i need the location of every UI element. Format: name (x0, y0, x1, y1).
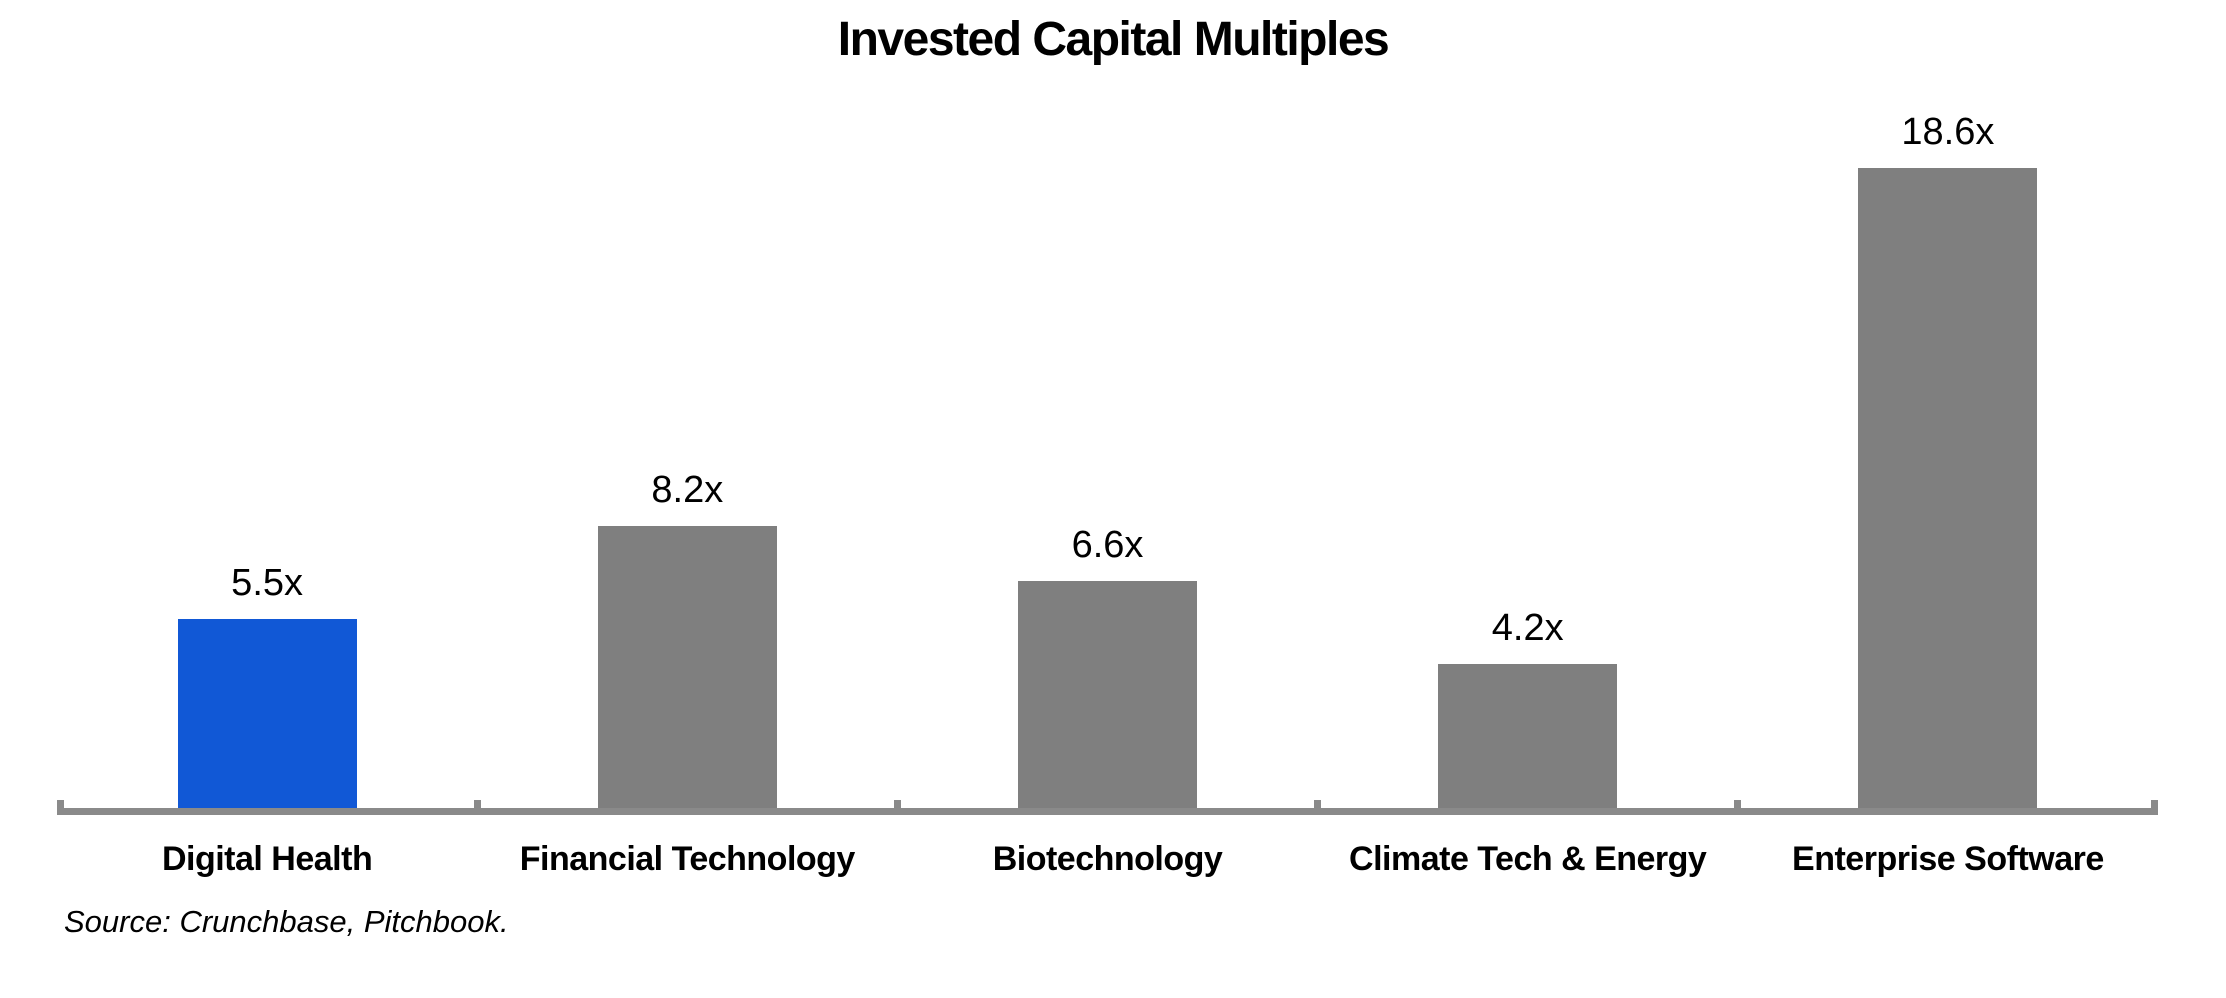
category-label: Climate Tech & Energy (1349, 840, 1707, 878)
x-axis-line (57, 808, 2158, 815)
bar-value-label: 5.5x (231, 562, 304, 605)
x-axis-tick (1734, 800, 1742, 808)
x-axis-tick (893, 800, 901, 808)
bar-value-label: 6.6x (1071, 524, 1144, 567)
category-label: Financial Technology (519, 840, 856, 878)
x-axis-tick (57, 800, 64, 808)
category-label: Digital Health (161, 840, 373, 878)
source-note: Source: Crunchbase, Pitchbook. (64, 904, 509, 939)
chart-title: Invested Capital Multiples (837, 13, 1390, 66)
bar (597, 526, 777, 808)
category-label: Biotechnology (992, 840, 1223, 878)
bar-value-label: 18.6x (1901, 111, 1995, 154)
bar (1858, 168, 2038, 808)
bar-highlighted (177, 619, 357, 808)
category-label: Enterprise Software (1792, 840, 2104, 878)
bar (1438, 664, 1618, 808)
bar-value-label: 4.2x (1491, 607, 1564, 650)
bar (1018, 581, 1197, 808)
x-axis-tick (2151, 800, 2158, 808)
bar-value-label: 8.2x (651, 469, 724, 512)
x-axis-tick (1314, 800, 1322, 808)
x-axis-tick (473, 800, 481, 808)
